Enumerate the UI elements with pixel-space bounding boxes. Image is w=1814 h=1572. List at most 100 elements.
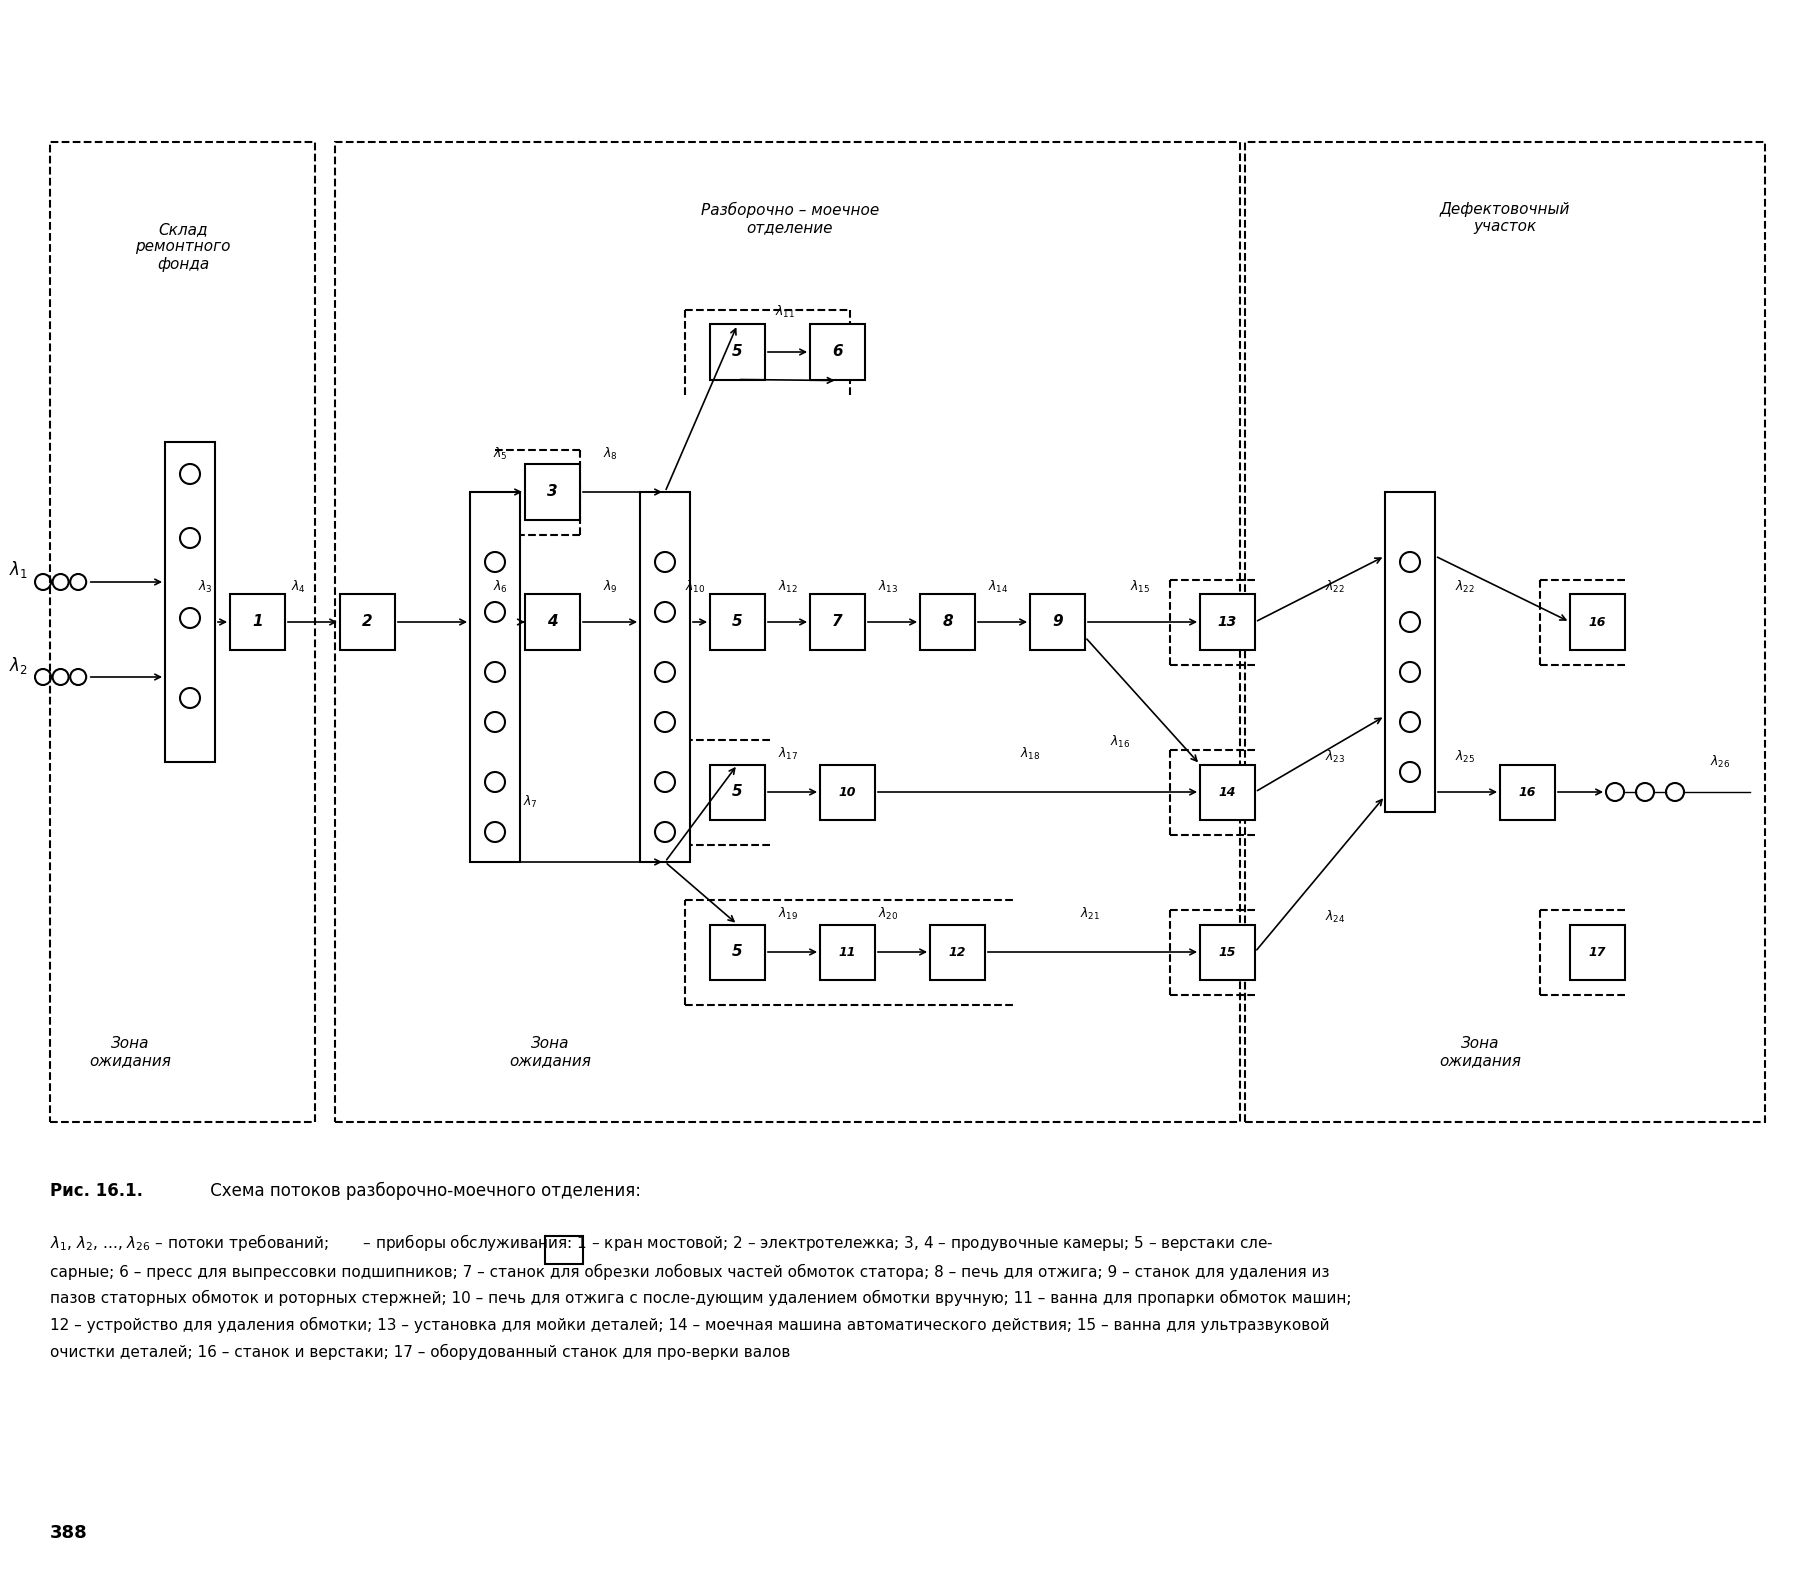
Bar <box>230 594 285 649</box>
Text: $\lambda_{20}$: $\lambda_{20}$ <box>878 905 898 923</box>
Circle shape <box>484 662 504 682</box>
Bar <box>1201 764 1255 819</box>
Text: 4: 4 <box>548 615 559 629</box>
Text: 5: 5 <box>733 344 742 360</box>
Text: Рис. 16.1.: Рис. 16.1. <box>51 1182 143 1199</box>
Text: $\lambda_{9}$: $\lambda_{9}$ <box>602 578 617 596</box>
Bar <box>524 464 580 519</box>
Circle shape <box>484 602 504 623</box>
Bar <box>51 141 316 1122</box>
Bar <box>709 764 766 819</box>
Text: $\lambda_{25}$: $\lambda_{25}$ <box>1455 748 1475 766</box>
Text: $\lambda_{10}$: $\lambda_{10}$ <box>684 578 706 596</box>
Text: $\lambda_{8}$: $\lambda_{8}$ <box>602 446 617 462</box>
Bar <box>1244 141 1765 1122</box>
Text: 5: 5 <box>733 945 742 959</box>
Circle shape <box>1636 783 1654 802</box>
Circle shape <box>655 772 675 792</box>
Text: $\lambda_{4}$: $\lambda_{4}$ <box>290 578 305 596</box>
Circle shape <box>1400 662 1420 682</box>
Text: 3: 3 <box>548 484 559 500</box>
Bar <box>820 764 874 819</box>
Text: 11: 11 <box>838 945 856 959</box>
Bar <box>1386 492 1435 813</box>
Text: $\lambda_{16}$: $\lambda_{16}$ <box>1110 734 1130 750</box>
Text: 5: 5 <box>733 784 742 800</box>
Bar <box>1030 594 1085 649</box>
Bar <box>339 594 395 649</box>
Text: Зона
ожидания: Зона ожидания <box>510 1036 591 1069</box>
Circle shape <box>484 822 504 843</box>
Circle shape <box>655 712 675 733</box>
Bar <box>709 594 766 649</box>
Text: $\lambda_{24}$: $\lambda_{24}$ <box>1324 909 1346 924</box>
Text: $\lambda_{23}$: $\lambda_{23}$ <box>1324 748 1346 766</box>
Bar <box>165 442 216 762</box>
Text: Склад
ремонтного
фонда: Склад ремонтного фонда <box>136 222 230 272</box>
Circle shape <box>1400 612 1420 632</box>
Text: $\lambda_{15}$: $\lambda_{15}$ <box>1130 578 1150 596</box>
Circle shape <box>1605 783 1624 802</box>
Text: 388: 388 <box>51 1523 87 1542</box>
Text: 1: 1 <box>252 615 263 629</box>
Text: $\lambda_{7}$: $\lambda_{7}$ <box>522 794 537 810</box>
Bar <box>920 594 974 649</box>
Bar <box>336 141 1241 1122</box>
Text: 13: 13 <box>1217 615 1237 629</box>
Text: $\lambda_{26}$: $\lambda_{26}$ <box>1711 755 1731 770</box>
Bar <box>640 492 689 861</box>
Text: $\lambda_{12}$: $\lambda_{12}$ <box>778 578 798 596</box>
Bar <box>811 594 865 649</box>
Text: Зона
ожидания: Зона ожидания <box>89 1036 171 1069</box>
Bar <box>1201 594 1255 649</box>
Bar <box>709 324 766 379</box>
Text: Дефектовочный
участок: Дефектовочный участок <box>1440 201 1571 234</box>
Bar <box>820 924 874 979</box>
Text: $\lambda_{13}$: $\lambda_{13}$ <box>878 578 898 596</box>
Circle shape <box>1400 712 1420 733</box>
Circle shape <box>180 528 200 549</box>
Circle shape <box>180 464 200 484</box>
Circle shape <box>655 552 675 572</box>
Text: $\lambda_{22}$: $\lambda_{22}$ <box>1324 578 1344 596</box>
Text: Зона
ожидания: Зона ожидания <box>1439 1036 1520 1069</box>
Text: 17: 17 <box>1589 945 1605 959</box>
Circle shape <box>180 608 200 627</box>
Text: $\lambda_1$: $\lambda_1$ <box>9 560 27 580</box>
Text: $\lambda_1$, $\lambda_2$, ..., $\lambda_{26}$ – потоки требований;       – прибо: $\lambda_1$, $\lambda_2$, ..., $\lambda_… <box>51 1232 1351 1360</box>
Bar <box>1500 764 1555 819</box>
Text: 9: 9 <box>1052 615 1063 629</box>
Text: 12: 12 <box>949 945 967 959</box>
Text: $\lambda_{21}$: $\lambda_{21}$ <box>1079 905 1099 923</box>
Text: 5: 5 <box>733 615 742 629</box>
Text: $\lambda_{17}$: $\lambda_{17}$ <box>778 747 798 762</box>
Text: $\lambda_{19}$: $\lambda_{19}$ <box>778 905 798 923</box>
Text: 16: 16 <box>1518 786 1536 799</box>
Text: $\lambda_{3}$: $\lambda_{3}$ <box>198 578 212 596</box>
Text: $\lambda_{22}$: $\lambda_{22}$ <box>1455 578 1475 596</box>
Circle shape <box>1665 783 1683 802</box>
Text: $\lambda_{11}$: $\lambda_{11}$ <box>775 303 795 321</box>
Bar <box>1569 594 1625 649</box>
Text: 2: 2 <box>363 615 374 629</box>
Circle shape <box>655 822 675 843</box>
Circle shape <box>655 602 675 623</box>
Text: 7: 7 <box>833 615 844 629</box>
Bar <box>931 924 985 979</box>
Text: 10: 10 <box>838 786 856 799</box>
Circle shape <box>1400 762 1420 781</box>
Bar <box>544 1236 582 1264</box>
Text: 15: 15 <box>1219 945 1237 959</box>
Text: $\lambda_{14}$: $\lambda_{14}$ <box>989 578 1009 596</box>
Text: $\lambda_2$: $\lambda_2$ <box>9 654 27 676</box>
Text: 16: 16 <box>1589 616 1605 629</box>
Text: Разборочно – моечное
отделение: Разборочно – моечное отделение <box>700 201 880 236</box>
Bar <box>470 492 521 861</box>
Text: $\lambda_{18}$: $\lambda_{18}$ <box>1019 747 1039 762</box>
Circle shape <box>484 712 504 733</box>
Bar <box>811 324 865 379</box>
Bar <box>1569 924 1625 979</box>
Circle shape <box>484 552 504 572</box>
Circle shape <box>180 689 200 707</box>
Bar <box>524 594 580 649</box>
